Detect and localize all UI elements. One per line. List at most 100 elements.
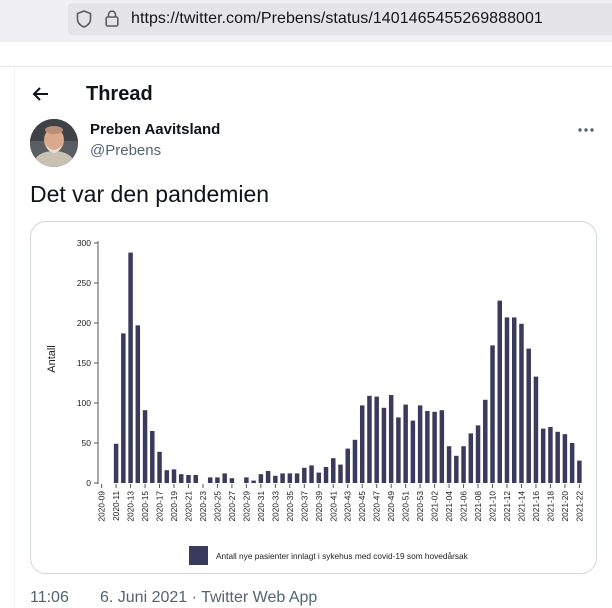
- chart-bar: [374, 396, 379, 483]
- x-tick-label: 2020-17: [155, 491, 165, 522]
- meta-separator: ·: [191, 589, 197, 606]
- x-tick-label: 2020-53: [415, 491, 425, 522]
- bar-chart: 0 50 100 150 200 250 300 2020-09 2020-11 2020-13…: [46, 238, 584, 565]
- chart-bar: [215, 477, 220, 483]
- chart-bar: [338, 464, 343, 483]
- x-tick-label: 2020-11: [111, 491, 121, 521]
- chart-bar: [439, 410, 445, 483]
- chart-bar: [483, 399, 488, 483]
- tweet-meta: 11:06 6. Juni 2021 · Twitter Web App: [30, 589, 317, 607]
- chart-bar: [403, 404, 408, 483]
- chart-bar: [526, 348, 531, 483]
- time-gap: [69, 589, 100, 606]
- chart-bar: [417, 405, 423, 483]
- chart-bar: [381, 407, 387, 483]
- chart-bar: [207, 477, 213, 483]
- y-tick-label: 0: [86, 478, 91, 488]
- more-horizontal-icon[interactable]: [576, 122, 596, 138]
- avatar[interactable]: [30, 119, 78, 167]
- chart-bar: [179, 474, 184, 483]
- chart-bar: [446, 446, 452, 483]
- chart-bar: [171, 469, 177, 483]
- chart-bar: [454, 455, 459, 483]
- chart-bar: [309, 465, 314, 483]
- lock-icon[interactable]: [105, 10, 119, 27]
- page-title: Thread: [86, 83, 153, 105]
- y-tick-label: 250: [77, 278, 91, 288]
- chart-bar: [280, 473, 285, 483]
- chart-bar: [497, 300, 502, 483]
- chart-bar: [432, 411, 437, 483]
- x-tick-label: 2021-10: [488, 491, 498, 522]
- x-tick-label: 2020-51: [401, 491, 411, 522]
- y-tick-label: 50: [82, 438, 92, 448]
- x-tick-label: 2020-23: [198, 491, 208, 522]
- chart-bar: [533, 376, 539, 483]
- chart-bar: [323, 467, 329, 483]
- author-name[interactable]: Preben Aavitsland: [90, 121, 221, 138]
- chart-bar: [519, 323, 524, 483]
- chart-bar: [461, 446, 466, 483]
- divider: [0, 66, 612, 67]
- arrow-left-icon[interactable]: [31, 84, 51, 104]
- chart-bar: [569, 443, 575, 483]
- chart-bar: [490, 345, 495, 483]
- chart-bars: [113, 252, 582, 483]
- tweet-date[interactable]: 6. Juni 2021: [99, 589, 188, 606]
- x-tick-label: 2021-16: [531, 491, 541, 522]
- x-tick-label: 2020-47: [372, 491, 382, 522]
- x-tick-label: 2020-33: [270, 491, 280, 522]
- chart-bar: [258, 474, 264, 483]
- chart-bar: [222, 473, 227, 483]
- chart-bar: [193, 475, 198, 483]
- x-tick-labels: 2020-09 2020-11 2020-13 2020-15 2020-17 2020-…: [97, 484, 584, 522]
- x-tick-label: 2021-14: [516, 491, 526, 522]
- x-tick-label: 2020-13: [126, 491, 136, 522]
- x-tick-label: 2020-25: [212, 491, 222, 522]
- chart-bar: [331, 458, 336, 483]
- chart-bar: [302, 467, 307, 483]
- chart-bar: [396, 417, 401, 483]
- tweet-source[interactable]: Twitter Web App: [201, 589, 318, 606]
- y-tick-label: 150: [77, 358, 91, 368]
- x-tick-label: 2021-22: [574, 491, 584, 522]
- tweet-text: Det var den pandemien: [30, 181, 270, 207]
- chart-bar: [142, 410, 148, 483]
- author-handle[interactable]: @Prebens: [90, 142, 162, 159]
- chart-bar: [229, 478, 235, 483]
- x-tick-label: 2020-35: [285, 491, 295, 522]
- legend-label: Antall nye pasienter innlagt i sykehus m…: [216, 551, 469, 561]
- chart-bar: [121, 333, 126, 483]
- y-tick-label: 300: [77, 238, 91, 248]
- x-tick-label: 2020-15: [140, 491, 150, 522]
- tweet-media-chart[interactable]: 0 50 100 150 200 250 300 2020-09 2020-11 2020-13…: [30, 221, 597, 574]
- chart-bar: [367, 395, 372, 483]
- chart-bar: [164, 470, 170, 483]
- y-tick-label: 200: [77, 318, 91, 328]
- x-tick-label: 2021-12: [502, 491, 512, 522]
- chart-bar: [388, 395, 394, 483]
- column-border: [14, 67, 15, 608]
- chart-bar: [540, 428, 546, 483]
- chart-bar: [352, 439, 358, 483]
- chart-bar: [128, 252, 133, 483]
- address-bar[interactable]: [68, 3, 612, 35]
- chart-bar: [359, 405, 365, 483]
- chart-bar: [562, 434, 568, 483]
- chart-bar: [475, 425, 481, 483]
- x-tick-label: 2020-09: [97, 491, 107, 522]
- x-tick-label: 2021-20: [560, 491, 570, 522]
- chart-bar: [273, 475, 278, 483]
- x-tick-label: 2020-31: [256, 491, 266, 522]
- tweet-time[interactable]: 11:06: [30, 589, 69, 606]
- x-tick-label: 2020-49: [386, 491, 396, 522]
- x-tick-label: 2020-29: [241, 491, 251, 522]
- chart-bar: [157, 451, 162, 483]
- chart-bar: [410, 420, 416, 483]
- url-text[interactable]: https://twitter.com/Prebens/status/14014…: [131, 10, 543, 27]
- chart-axes: 0 50 100 150 200 250 300: [77, 238, 99, 488]
- x-tick-label: 2020-19: [169, 491, 179, 522]
- x-tick-label: 2021-08: [473, 491, 483, 522]
- shield-icon[interactable]: [76, 10, 92, 28]
- chart-bar: [150, 431, 155, 483]
